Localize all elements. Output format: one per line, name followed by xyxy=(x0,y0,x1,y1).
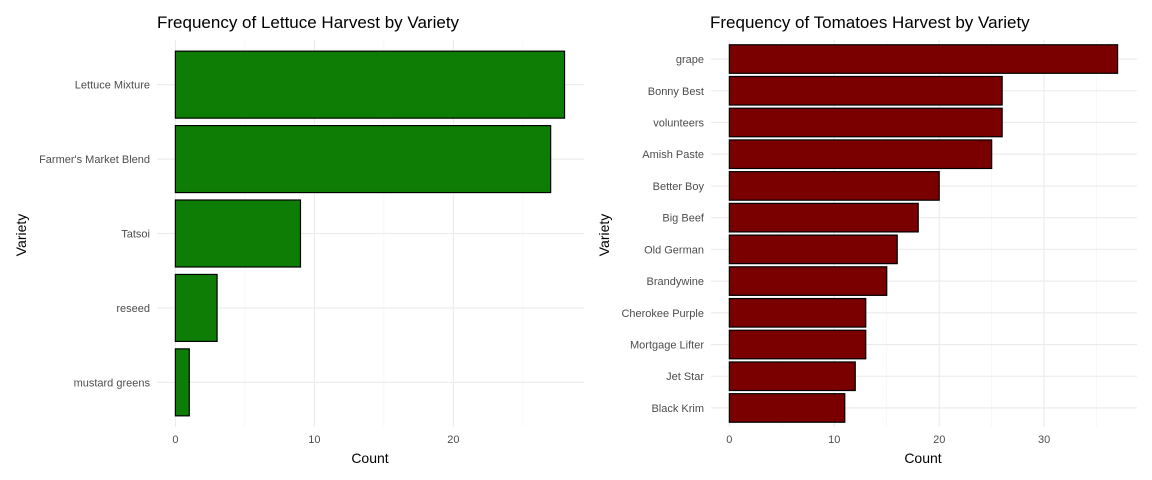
lettuce-y-tick-label: reseed xyxy=(116,303,150,315)
tomatoes-y-tick-label: Brandywine xyxy=(647,276,704,288)
tomatoes-y-tick-label: Better Boy xyxy=(653,181,705,193)
lettuce-chart: Frequency of Lettuce Harvest by Variety … xyxy=(13,13,584,466)
tomatoes-bar xyxy=(728,139,993,170)
tomatoes-chart: Frequency of Tomatoes Harvest by Variety… xyxy=(596,13,1137,466)
tomatoes-x-tick-label: 10 xyxy=(828,434,840,446)
tomatoes-bar xyxy=(728,297,867,328)
tomatoes-y-tick-label: Big Beef xyxy=(662,213,705,225)
tomatoes-bar xyxy=(728,393,846,423)
lettuce-x-tick-label: 0 xyxy=(172,434,178,446)
tomatoes-y-tick-label: Black Krim xyxy=(651,403,704,415)
tomatoes-bar xyxy=(728,202,919,233)
lettuce-bar xyxy=(174,50,566,119)
tomatoes-chart-title: Frequency of Tomatoes Harvest by Variety xyxy=(710,13,1030,32)
lettuce-bar xyxy=(174,124,552,194)
lettuce-x-axis-title: Count xyxy=(351,450,388,466)
lettuce-y-axis-title: Variety xyxy=(13,214,29,257)
tomatoes-x-tick-label: 20 xyxy=(933,434,945,446)
lettuce-bar xyxy=(174,199,302,268)
tomatoes-y-axis-title: Variety xyxy=(596,214,612,257)
tomatoes-x-axis-title: Count xyxy=(904,450,941,466)
tomatoes-y-tick-label: Bonny Best xyxy=(648,86,704,98)
lettuce-x-tick-label: 20 xyxy=(447,434,459,446)
tomatoes-bar xyxy=(728,171,940,201)
lettuce-chart-title: Frequency of Lettuce Harvest by Variety xyxy=(157,13,460,32)
tomatoes-bar xyxy=(728,266,888,296)
tomatoes-x-tick-label: 30 xyxy=(1038,434,1050,446)
tomatoes-bar xyxy=(728,234,898,265)
tomatoes-y-tick-label: grape xyxy=(676,54,704,66)
lettuce-bar xyxy=(174,348,190,417)
tomatoes-y-tick-label: Amish Paste xyxy=(642,149,704,161)
lettuce-y-tick-label: mustard greens xyxy=(74,377,151,389)
tomatoes-bar xyxy=(728,107,1003,138)
tomatoes-y-tick-label: Mortgage Lifter xyxy=(630,340,704,352)
tomatoes-y-tick-label: Jet Star xyxy=(666,371,704,383)
tomatoes-y-tick-label: Old German xyxy=(644,244,704,256)
tomatoes-bar xyxy=(728,44,1119,74)
tomatoes-bar xyxy=(728,329,867,360)
tomatoes-x-tick-label: 0 xyxy=(726,434,732,446)
lettuce-x-tick-label: 10 xyxy=(308,434,320,446)
lettuce-y-tick-label: Lettuce Mixture xyxy=(75,80,150,92)
lettuce-y-tick-label: Farmer's Market Blend xyxy=(39,154,150,166)
lettuce-y-tick-label: Tatsoi xyxy=(121,229,150,241)
lettuce-bar xyxy=(174,273,218,343)
tomatoes-y-tick-label: volunteers xyxy=(653,117,704,129)
tomatoes-y-tick-label: Cherokee Purple xyxy=(621,308,704,320)
tomatoes-bar xyxy=(728,75,1003,106)
tomatoes-bar xyxy=(728,361,856,392)
